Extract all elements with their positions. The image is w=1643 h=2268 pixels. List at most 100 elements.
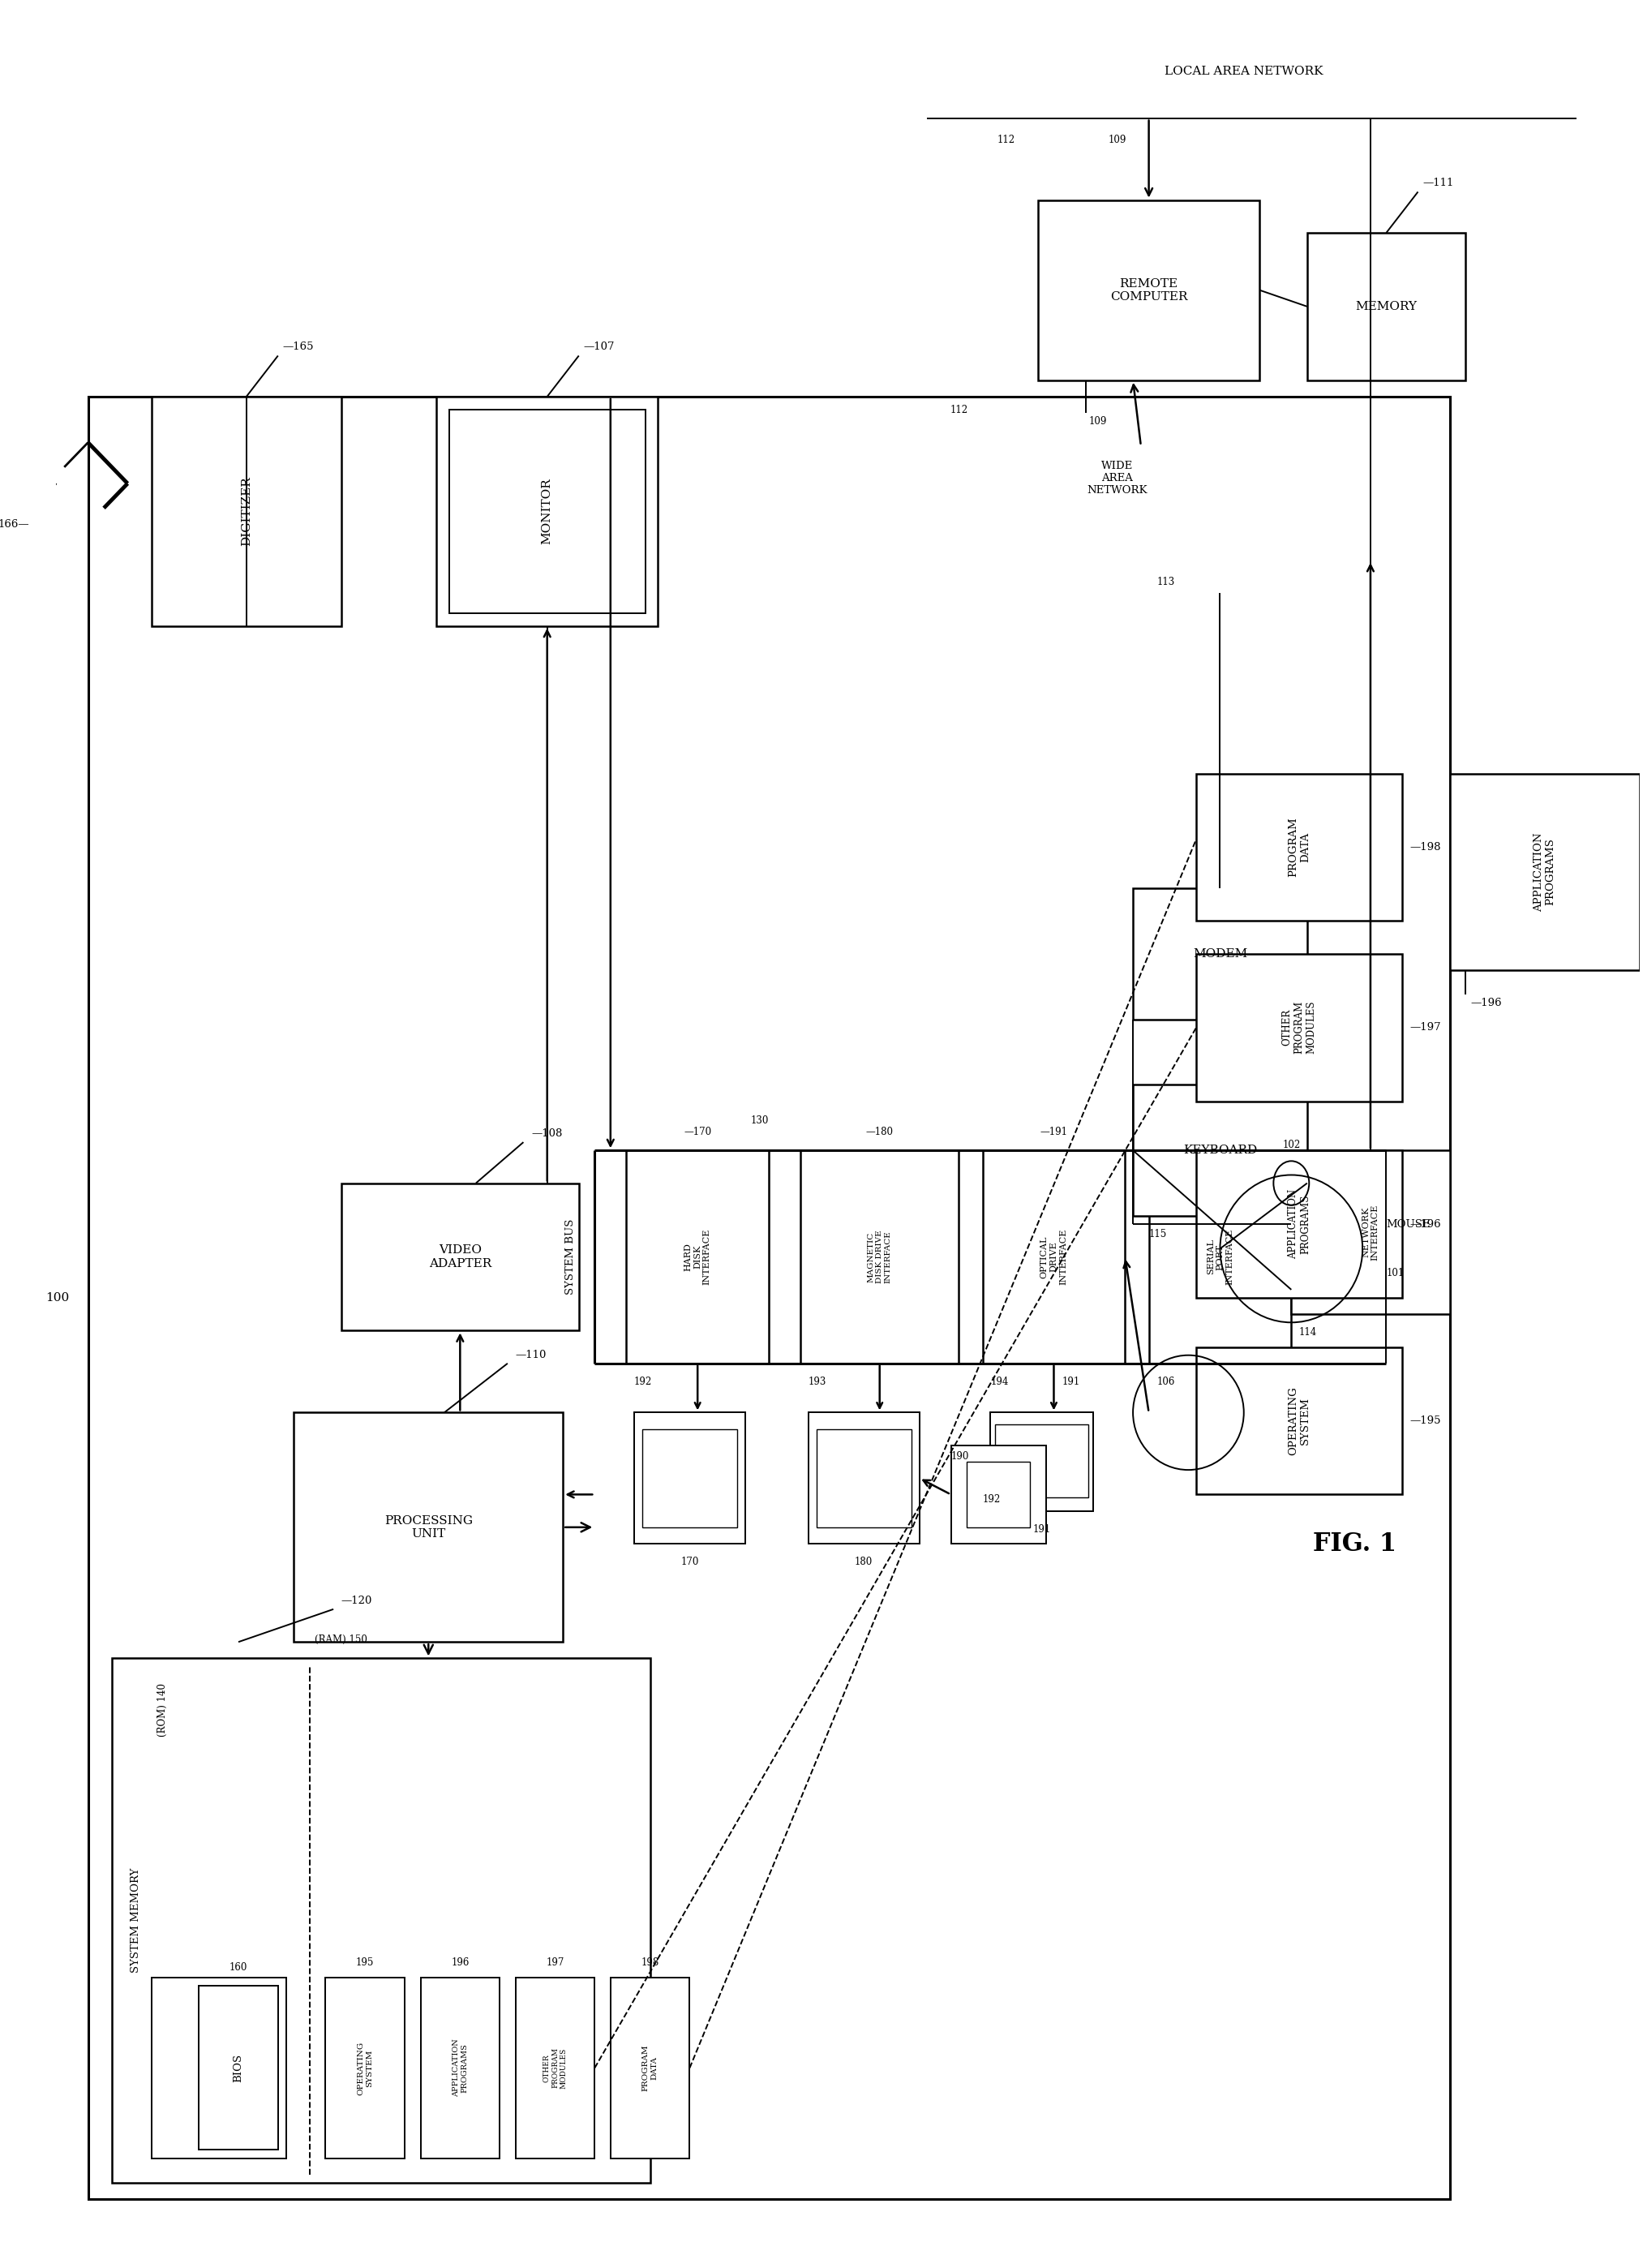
Bar	[800, 1150, 960, 1363]
Bar	[151, 1978, 286, 2159]
Text: 192: 192	[983, 1495, 1001, 1506]
Bar	[1038, 200, 1260, 381]
Bar	[951, 1445, 1047, 1545]
Bar	[294, 1413, 564, 1642]
Text: 191: 191	[1061, 1377, 1079, 1388]
Bar	[966, 1461, 1030, 1526]
Text: 197: 197	[545, 1957, 564, 1969]
Text: 102: 102	[1282, 1141, 1300, 1150]
Text: 109: 109	[1107, 134, 1125, 145]
Bar	[1148, 1150, 1291, 1363]
Text: (RAM) 150: (RAM) 150	[314, 1635, 366, 1644]
Text: FIG. 1: FIG. 1	[1313, 1531, 1397, 1556]
Text: MODEM: MODEM	[1193, 948, 1247, 959]
Text: LOCAL AREA NETWORK: LOCAL AREA NETWORK	[1165, 66, 1323, 77]
Bar	[991, 1413, 1093, 1510]
Bar	[342, 1184, 578, 1331]
Bar	[516, 1978, 595, 2159]
Text: 190: 190	[951, 1452, 969, 1461]
Text: 194: 194	[991, 1377, 1009, 1388]
Text: KEYBOARD: KEYBOARD	[1183, 1145, 1257, 1157]
Bar	[1196, 1347, 1401, 1495]
Text: 196: 196	[452, 1957, 470, 1969]
Text: MAGNETIC
DISK DRIVE
INTERFACE: MAGNETIC DISK DRIVE INTERFACE	[868, 1229, 892, 1284]
Bar	[626, 1150, 769, 1363]
Text: MONITOR: MONITOR	[542, 479, 552, 544]
Text: NETWORK
INTERFACE: NETWORK INTERFACE	[1362, 1204, 1378, 1261]
Text: —107: —107	[583, 342, 614, 352]
Text: 170: 170	[680, 1556, 698, 1567]
Text: —165: —165	[283, 342, 314, 352]
Text: 112: 112	[997, 134, 1015, 145]
Text: —196: —196	[1470, 998, 1502, 1009]
Bar	[1308, 234, 1466, 381]
Bar	[1196, 773, 1401, 921]
Text: —120: —120	[342, 1594, 373, 1606]
Text: 115: 115	[1148, 1229, 1167, 1241]
Text: —170: —170	[683, 1127, 711, 1136]
Bar	[634, 1413, 744, 1545]
Bar	[89, 397, 1449, 2200]
Text: 166—: 166—	[0, 519, 30, 531]
Text: OTHER
PROGRAM
MODULES: OTHER PROGRAM MODULES	[542, 2048, 567, 2089]
Text: DIGITIZER: DIGITIZER	[240, 476, 251, 547]
Text: —111: —111	[1423, 177, 1454, 188]
Text: SYSTEM MEMORY: SYSTEM MEMORY	[130, 1869, 141, 1973]
Text: —108: —108	[531, 1129, 562, 1139]
Bar	[325, 1978, 404, 2159]
Text: (ROM) 140: (ROM) 140	[158, 1683, 168, 1737]
Text: REMOTE
COMPUTER: REMOTE COMPUTER	[1111, 279, 1188, 302]
Text: 180: 180	[854, 1556, 872, 1567]
Text: OPTICAL
DRIVE
INTERFACE: OPTICAL DRIVE INTERFACE	[1040, 1229, 1068, 1286]
Text: HARD
DISK
INTERFACE: HARD DISK INTERFACE	[683, 1229, 711, 1286]
Text: 106: 106	[1157, 1377, 1175, 1388]
Bar	[817, 1429, 912, 1526]
Text: PROGRAM
DATA: PROGRAM DATA	[642, 2046, 657, 2091]
Text: 112: 112	[950, 404, 968, 415]
Bar	[199, 1987, 278, 2150]
Bar	[1134, 1084, 1308, 1216]
Text: 198: 198	[641, 1957, 659, 1969]
Text: PROCESSING
UNIT: PROCESSING UNIT	[384, 1515, 473, 1540]
Text: 193: 193	[808, 1377, 826, 1388]
Bar	[1291, 1150, 1449, 1313]
Bar	[1134, 889, 1308, 1018]
Text: —195: —195	[1410, 1415, 1441, 1427]
Text: BIOS: BIOS	[233, 2055, 243, 2082]
Text: MOUSE: MOUSE	[1387, 1218, 1431, 1229]
Text: OPERATING
SYSTEM: OPERATING SYSTEM	[357, 2041, 373, 2096]
Bar	[449, 411, 646, 612]
Text: —191: —191	[1040, 1127, 1068, 1136]
Text: VIDEO
ADAPTER: VIDEO ADAPTER	[429, 1245, 491, 1270]
Text: 113: 113	[1157, 576, 1175, 587]
Text: WIDE
AREA
NETWORK: WIDE AREA NETWORK	[1088, 460, 1147, 497]
Text: APPLICATION
PROGRAMS: APPLICATION PROGRAMS	[452, 2039, 468, 2098]
Bar	[421, 1978, 499, 2159]
Text: —180: —180	[866, 1127, 894, 1136]
Text: 191: 191	[1033, 1524, 1052, 1535]
Bar	[808, 1413, 918, 1545]
Text: 195: 195	[357, 1957, 375, 1969]
Bar	[642, 1429, 738, 1526]
Bar	[1449, 773, 1640, 971]
Text: 192: 192	[634, 1377, 652, 1388]
Text: SYSTEM BUS: SYSTEM BUS	[565, 1218, 577, 1295]
Text: 100: 100	[46, 1293, 69, 1304]
Bar	[437, 397, 657, 626]
Bar	[151, 397, 342, 626]
Text: 130: 130	[751, 1116, 769, 1125]
Bar	[1196, 955, 1401, 1102]
Text: —196: —196	[1410, 1218, 1441, 1229]
Text: —110: —110	[516, 1349, 547, 1361]
Text: 109: 109	[1089, 417, 1107, 426]
Text: OPERATING
SYSTEM: OPERATING SYSTEM	[1288, 1386, 1311, 1456]
Text: OTHER
PROGRAM
MODULES: OTHER PROGRAM MODULES	[1282, 1000, 1316, 1055]
Bar	[112, 1658, 651, 2182]
Text: 114: 114	[1300, 1327, 1318, 1338]
Text: 160: 160	[230, 1962, 248, 1973]
Text: MEMORY: MEMORY	[1355, 302, 1418, 313]
Text: APPLICATION
PROGRAMS: APPLICATION PROGRAMS	[1533, 832, 1556, 912]
Text: PROGRAM
DATA: PROGRAM DATA	[1288, 816, 1311, 878]
Bar	[983, 1150, 1125, 1363]
Bar	[996, 1424, 1089, 1497]
